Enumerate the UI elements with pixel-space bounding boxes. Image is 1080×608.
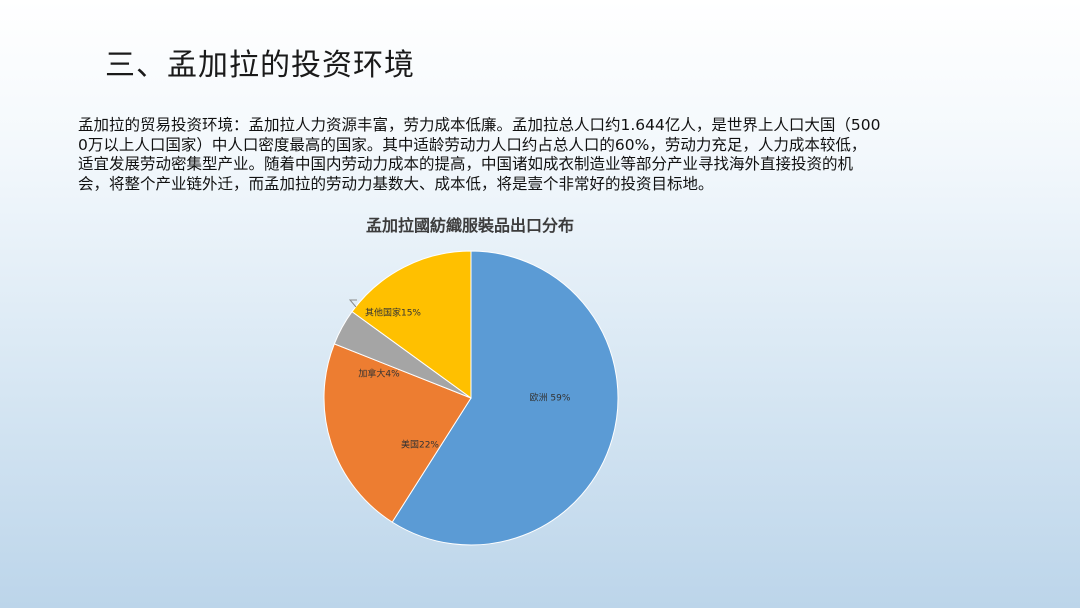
body-line: 0万以上人口国家）中人口密度最高的国家。其中适龄劳动力人口约占总人口的60%，劳… <box>78 135 867 154</box>
body-line: 会，将整个产业链外迁，而孟加拉的劳动力基数大、成本低，将是壹个非常好的投资目标地… <box>78 174 714 193</box>
pie-slice-1 <box>391 250 619 546</box>
pie-slice-label: 其他国家15% <box>365 307 421 319</box>
pie-slices <box>323 250 619 546</box>
body-line: 适宜发展劳动密集型产业。随着中国内劳动力成本的提高，中国诸如成衣制造业等部分产业… <box>78 155 854 173</box>
chart-title: 孟加拉國紡織服裝品出口分布 <box>365 216 574 235</box>
body-paragraph: 孟加拉的贸易投资环境：孟加拉人力资源丰富，劳力成本低廉。孟加拉总人口约1.644… <box>78 116 998 194</box>
pie-slice-2 <box>323 343 472 523</box>
pie-labels: 欧洲 59% 美国22% 加拿大4% 其他国家15% <box>348 299 571 451</box>
pie-slice-label: 加拿大4% <box>358 368 400 380</box>
slide-title: 三、孟加拉的投资环境 <box>105 48 415 83</box>
pie-slice-label: 欧洲 59% <box>530 392 571 404</box>
label-leader-line <box>348 299 357 308</box>
pie-slice-label: 美国22% <box>401 439 439 451</box>
pie-slice-4 <box>351 250 472 399</box>
body-line: 孟加拉的贸易投资环境：孟加拉人力资源丰富，劳力成本低廉。孟加拉总人口约1.644… <box>78 116 881 134</box>
